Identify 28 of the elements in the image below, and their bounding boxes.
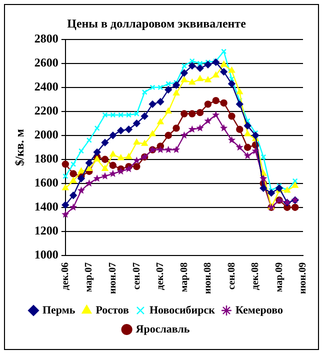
legend-label: Кемерово (235, 304, 284, 316)
x-tick-label: мар.09 (274, 262, 285, 292)
x-tick-label: дек.07 (155, 262, 166, 290)
y-tick-label: 2200 (34, 103, 58, 118)
x-tick-label: дек.08 (250, 262, 262, 290)
x-tick-label: июн.07 (108, 262, 118, 294)
y-tick-label: 1600 (34, 175, 58, 190)
y-tick-label: 1200 (34, 223, 58, 238)
x-tick-label: дек.06 (60, 262, 71, 290)
x-tick-label: июн.09 (298, 262, 309, 294)
x-tick-label: сен.07 (131, 262, 142, 290)
x-tick-label: мар.07 (84, 262, 95, 292)
x-tick-label: мар.08 (178, 262, 190, 292)
y-tick-label: 1400 (34, 199, 58, 214)
y-tick-label: 1800 (34, 151, 58, 166)
legend-label: Ярославль (136, 323, 190, 336)
y-tick-label: 2000 (34, 127, 58, 142)
x-tick-label: сен.08 (226, 262, 238, 290)
legend-label: Ростов (96, 304, 129, 316)
x-tick-label: июн.08 (202, 262, 214, 294)
legend-label: Новосибирск (149, 304, 216, 316)
y-tick-label: 2600 (34, 55, 58, 70)
y-tick-label: 2400 (34, 79, 58, 94)
chart-title: Цены в долларовом эквиваленте (67, 16, 247, 30)
y-tick-label: 1000 (34, 247, 58, 262)
y-axis-title: $/кв. м (12, 128, 26, 166)
y-tick-label: 2800 (34, 31, 58, 46)
legend-label: Пермь (42, 304, 76, 316)
